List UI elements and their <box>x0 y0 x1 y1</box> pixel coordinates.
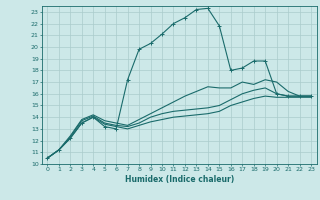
X-axis label: Humidex (Indice chaleur): Humidex (Indice chaleur) <box>124 175 234 184</box>
